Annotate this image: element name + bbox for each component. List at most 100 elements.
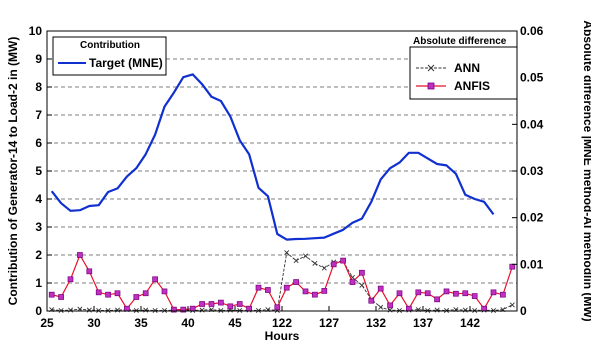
anfis-point [161, 288, 168, 295]
legend-target-label: Target (MNE) [89, 56, 163, 70]
anfis-point [48, 291, 55, 298]
ann-point [199, 307, 205, 313]
y-right-tick-label: 0.02 [520, 211, 544, 225]
anfis-point [142, 290, 149, 297]
y-left-tick-label: 2 [35, 248, 42, 262]
ann-point [114, 307, 121, 313]
y-left-tick-label: 8 [35, 80, 42, 94]
ann-point [312, 260, 318, 266]
ann-point [67, 307, 74, 313]
y-left-tick-label: 5 [35, 164, 42, 178]
y-right-tick-label: 0.03 [520, 164, 544, 178]
y-left-tick-label: 6 [35, 136, 42, 150]
x-tick-label: 35 [134, 316, 148, 330]
anfis-point [77, 252, 83, 258]
anfis-point [67, 276, 74, 283]
ann-point [462, 307, 468, 313]
y-right-tick-label: 0.05 [520, 71, 544, 85]
anfis-point [218, 299, 224, 306]
anfis-point [236, 301, 243, 307]
legend-anfis-label: ANFIS [454, 79, 490, 93]
ann-point [321, 265, 327, 271]
anfis-point [246, 305, 252, 312]
anfis-point [321, 288, 328, 294]
legend-ann-label: ANN [454, 61, 480, 75]
x-tick-label: 142 [460, 316, 480, 330]
anfis-point [406, 305, 412, 312]
series-ann [49, 250, 515, 314]
target-mne-line [50, 73, 495, 241]
anfis-point [500, 291, 506, 298]
anfis-point [490, 289, 497, 296]
series-anfis [48, 252, 516, 313]
anfis-point [396, 290, 403, 297]
anfis-point [283, 284, 290, 291]
x-tick-label: 137 [413, 316, 433, 330]
x-tick-label: 30 [87, 316, 101, 330]
anfis-point [415, 289, 422, 296]
anfis-point [180, 306, 187, 313]
anfis-point [443, 288, 450, 295]
ann-line [51, 251, 513, 311]
y-axis-label-right: Absolute difference |MNE method-AI metho… [581, 20, 591, 321]
legend-absdiff-title: Absolute difference [413, 36, 507, 47]
anfis-point [199, 301, 205, 307]
anfis-point [171, 306, 177, 313]
y-left-tick-label: 0 [35, 304, 42, 318]
anfis-point [471, 293, 478, 299]
x-tick-label: 132 [366, 316, 386, 330]
y-left-tick-label: 10 [29, 24, 43, 38]
anfis-point [114, 290, 121, 297]
anfis-point [105, 291, 111, 298]
x-tick-label: 40 [181, 316, 195, 330]
anfis-point [189, 305, 196, 312]
series-target-mne [50, 73, 495, 241]
ann-point [434, 307, 440, 313]
ann-point [359, 282, 365, 288]
ann-point [378, 304, 384, 310]
anfis-point [359, 269, 365, 276]
series-layer [48, 73, 516, 314]
anfis-point [255, 284, 262, 291]
anfis-point [462, 290, 469, 297]
x-tick-label: 45 [228, 316, 242, 330]
legend-contribution-box [52, 36, 167, 76]
anfis-point [434, 296, 440, 303]
legend-absdiff-box [409, 46, 518, 100]
anfis-point [377, 285, 384, 292]
y-right-tick-label: 0.04 [520, 117, 544, 131]
y-left-tick-label: 9 [35, 52, 42, 66]
anfis-point [424, 290, 431, 297]
x-tick-label: 25 [40, 316, 54, 330]
y-left-tick-label: 3 [35, 220, 42, 234]
x-axis-label: Hours [265, 329, 300, 343]
legend-contribution: Contribution Target (MNE) [52, 36, 167, 76]
anfis-point [330, 261, 337, 268]
anfis-point [152, 276, 158, 283]
legend-ann-marker [427, 64, 435, 72]
anfis-point [453, 290, 459, 297]
anfis-point [349, 279, 356, 285]
legend-absolute-difference: Absolute difference ANN ANFIS [409, 36, 518, 100]
anfis-point [124, 305, 130, 312]
y-left-tick-label: 1 [35, 276, 42, 290]
y-right-tick-label: 0.01 [520, 257, 544, 271]
anfis-point [312, 291, 318, 298]
anfis-point [227, 303, 234, 310]
y-left-tick-label: 7 [35, 108, 42, 122]
anfis-point [340, 257, 346, 264]
anfis-point [86, 268, 93, 275]
ann-point [293, 258, 299, 264]
legend-anfis-marker [427, 82, 435, 90]
anfis-point [387, 302, 393, 309]
anfis-point [274, 304, 281, 311]
anfis-point [208, 301, 215, 307]
x-tick-label: 127 [319, 316, 339, 330]
x-tick-label: 122 [272, 316, 292, 330]
y-right-tick-label: 0.06 [520, 24, 544, 38]
anfis-point [95, 289, 102, 296]
anfis-point [58, 294, 64, 300]
legend-contribution-title: Contribution [80, 40, 140, 51]
